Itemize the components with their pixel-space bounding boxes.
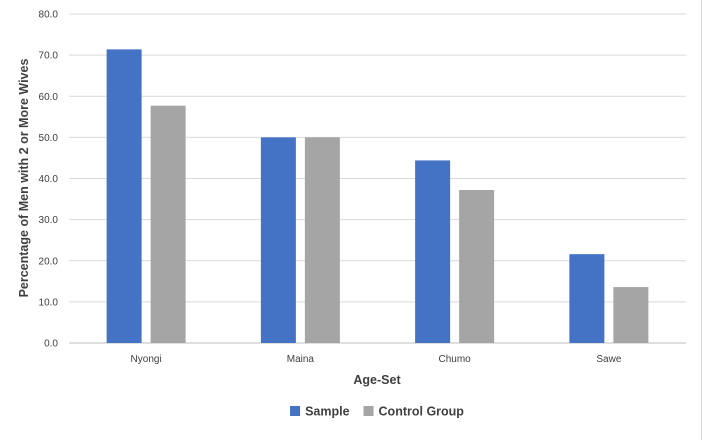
tick-labels: 0.0 10.0 20.0 30.0 40.0 50.0 60.0 70.0 80.0 Nyong… [39,10,622,366]
x-tick-label: Nyongi [131,354,162,365]
bar-sample-maina [260,137,296,343]
x-axis-title: Age-Set [353,373,401,387]
y-tick-label: 10.0 [39,297,59,308]
x-tick-label: Chumo [439,354,472,365]
y-tick-label: 30.0 [39,215,59,226]
legend: Sample Control Group [290,405,464,419]
x-tick-label: Sawe [596,354,621,365]
bar-control-group-chumo [459,190,495,343]
legend-label-sample: Sample [305,405,350,419]
y-tick-label: 50.0 [39,133,59,144]
bar-control-group-nyongi [150,105,186,344]
bar-control-group-sawe [613,287,649,343]
legend-swatch-control-group [363,406,374,416]
x-tick-label: Maina [287,354,315,365]
bar-sample-chumo [415,160,451,343]
y-tick-label: 20.0 [39,256,59,267]
bars [106,49,649,344]
legend-swatch-sample [290,406,301,416]
y-tick-label: 40.0 [39,174,59,185]
bar-control-group-maina [304,137,340,343]
y-tick-label: 0.0 [44,339,58,350]
y-axis-title: Percentage of Men with 2 or More Wives [17,59,31,298]
y-tick-label: 60.0 [39,92,59,103]
y-tick-label: 70.0 [39,51,59,62]
bar-sample-sawe [569,254,605,343]
legend-label-control-group: Control Group [379,405,465,419]
bar-sample-nyongi [106,49,142,344]
y-tick-label: 80.0 [39,10,59,21]
